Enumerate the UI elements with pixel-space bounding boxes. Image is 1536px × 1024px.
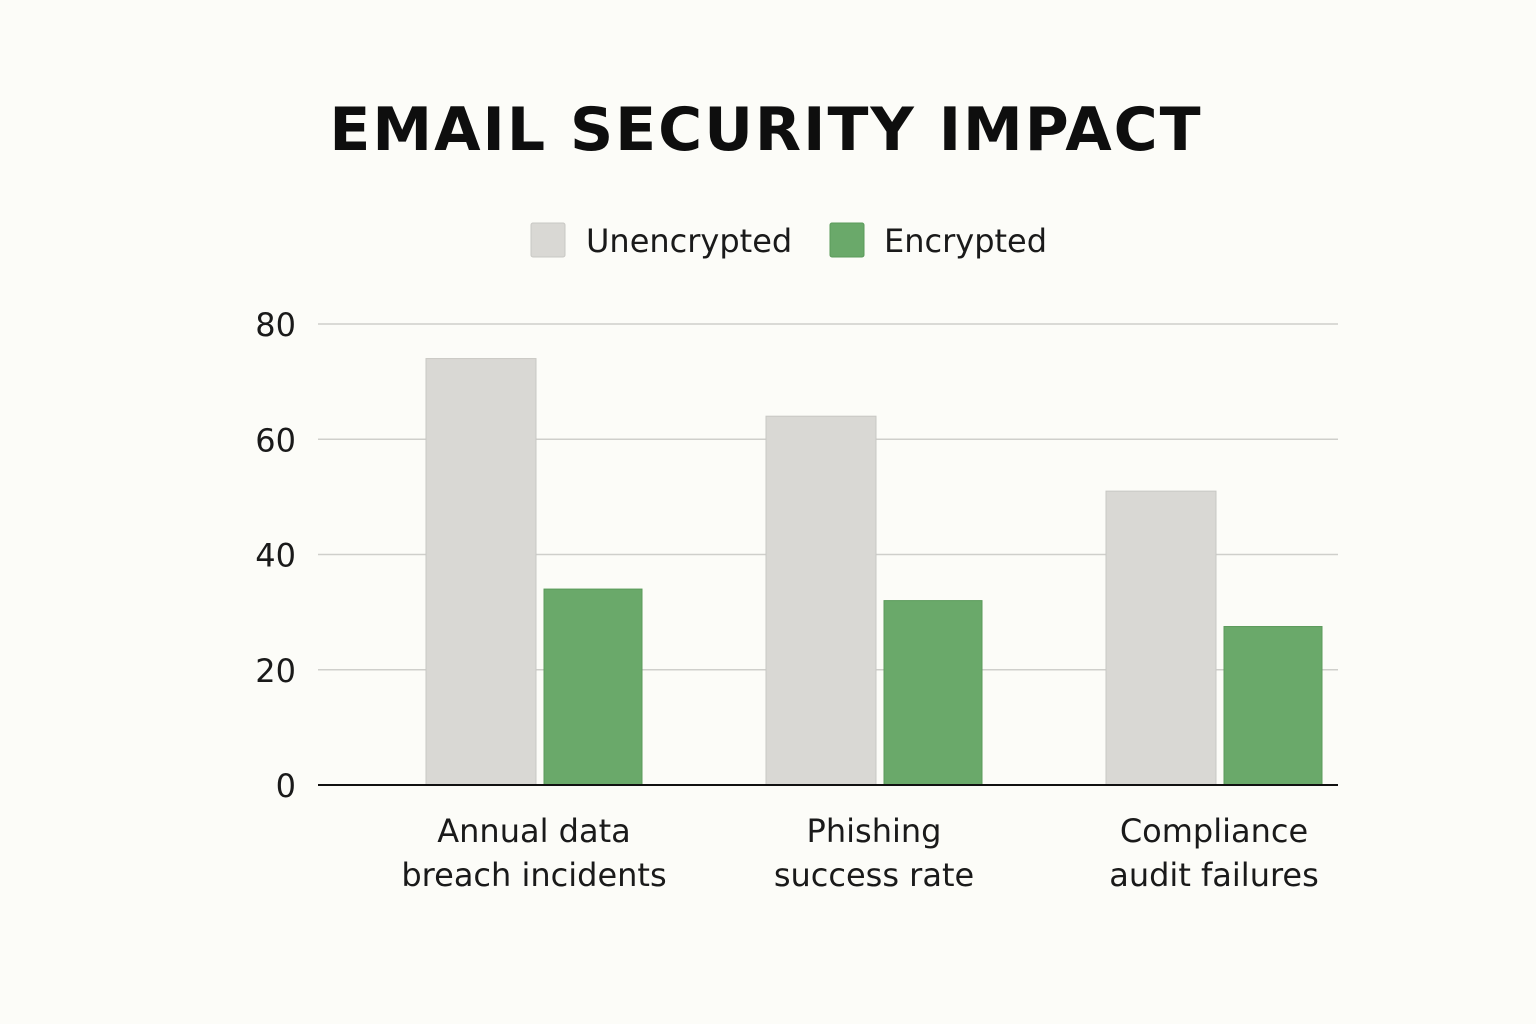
x-category-label: Annual data [437, 812, 630, 850]
bar-encrypted-1 [883, 600, 983, 786]
x-category-label: audit failures [1109, 856, 1319, 894]
y-tick-label: 20 [255, 652, 296, 690]
legend-label-encrypted: Encrypted [884, 222, 1047, 260]
chart-title: EMAIL SECURITY IMPACT [329, 95, 1202, 165]
y-axis-ticks: 0 20 40 60 80 [255, 306, 296, 805]
x-category-label: Phishing [807, 812, 942, 850]
y-tick-label: 60 [255, 421, 296, 459]
bars [425, 358, 1323, 786]
x-category-label: breach incidents [401, 856, 666, 894]
y-tick-label: 80 [255, 306, 296, 344]
bar-unencrypted-0 [425, 358, 537, 786]
bar-unencrypted-1 [765, 415, 877, 786]
x-category-label: Compliance [1120, 812, 1308, 850]
x-axis-categories: Annual data breach incidents Phishing succe… [401, 812, 1318, 894]
bar-encrypted-0 [543, 588, 643, 786]
legend-swatch-unencrypted [530, 222, 566, 258]
y-tick-label: 40 [255, 537, 296, 575]
legend-swatch-encrypted [829, 222, 865, 258]
legend: Unencrypted Encrypted [530, 222, 1047, 260]
bar-unencrypted-2 [1105, 490, 1217, 786]
bar-encrypted-2 [1223, 626, 1323, 786]
legend-label-unencrypted: Unencrypted [586, 222, 792, 260]
y-tick-label: 0 [276, 767, 296, 805]
x-category-label: success rate [774, 856, 974, 894]
